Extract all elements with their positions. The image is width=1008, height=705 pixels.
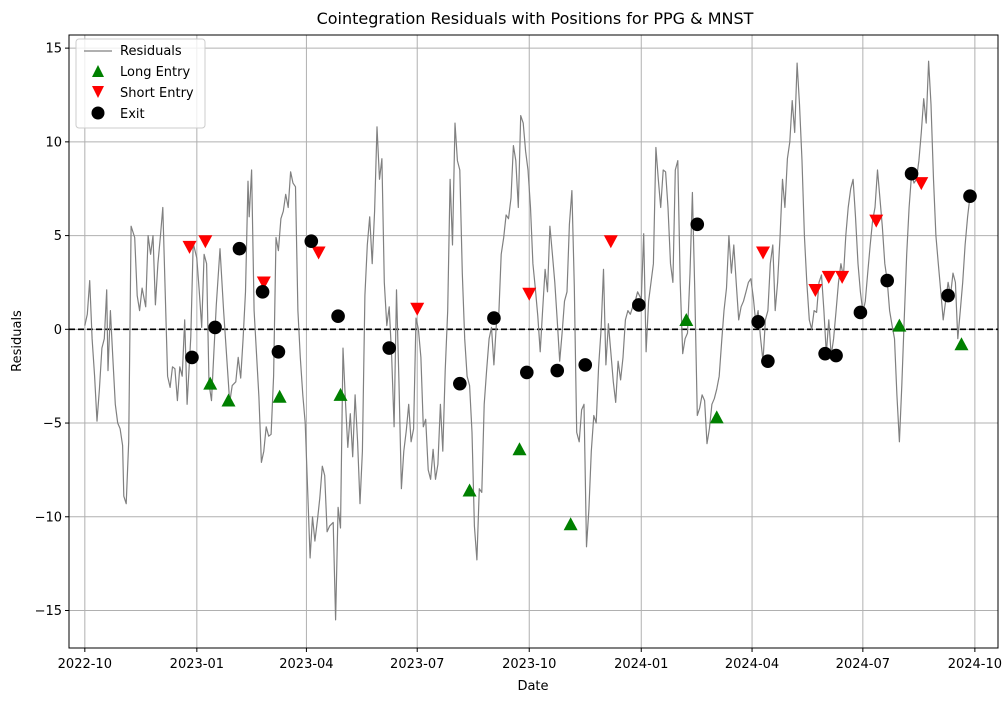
short-entry-marker (835, 270, 850, 284)
exit-marker (331, 309, 345, 323)
legend-short-entry-marker (92, 86, 104, 98)
long-entry-marker (462, 483, 477, 497)
y-axis-title: Residuals (10, 310, 25, 372)
exit-marker (904, 166, 919, 181)
exit-marker (853, 305, 868, 320)
exit-marker (963, 189, 977, 204)
residuals-line (84, 60, 971, 621)
x-tick-label: 2023-04 (279, 657, 333, 672)
long-entry-marker (892, 318, 907, 332)
residuals-series (84, 60, 971, 621)
short-entry-marker (198, 235, 213, 249)
long-entry-marker (709, 410, 724, 424)
long-entry-marker (203, 376, 218, 390)
exit-marker (208, 320, 222, 335)
x-tick-label: 2024-04 (725, 657, 779, 672)
exit-marker (255, 285, 270, 299)
short-entry-marker (914, 177, 929, 191)
long-entry-marker (272, 389, 287, 403)
x-tick-label: 2024-07 (836, 657, 890, 672)
legend: Residuals Long Entry Short Entry Exit (75, 38, 206, 129)
exit-marker (829, 348, 843, 363)
short-entry-marker (410, 302, 425, 316)
exit-marker (185, 350, 199, 365)
exit-marker (632, 298, 646, 312)
legend-exit-label: Exit (120, 107, 145, 122)
legend-long-entry-marker (92, 65, 104, 77)
exit-series (185, 166, 977, 391)
y-tick-label: −5 (43, 417, 62, 432)
exit-marker (690, 217, 705, 232)
exit-marker (304, 234, 319, 249)
long-entry-marker (679, 312, 694, 326)
y-tick-label: −10 (35, 510, 62, 525)
legend-short-entry-label: Short Entry (120, 86, 194, 101)
y-tick-label: −15 (35, 604, 62, 619)
long-entry-marker (221, 393, 236, 407)
short-entry-marker (821, 270, 836, 284)
x-axis: 2022-10 2023-01 2023-04 2023-07 2023-10 2024-… (58, 648, 1002, 672)
exit-marker (382, 341, 397, 355)
x-tick-label: 2024-10 (948, 657, 1002, 672)
short-entry-series (182, 177, 929, 316)
exit-marker (761, 354, 775, 368)
exit-marker (232, 241, 247, 256)
x-tick-label: 2024-01 (614, 657, 668, 672)
short-entry-marker (756, 246, 771, 260)
short-entry-marker (256, 276, 271, 290)
short-entry-marker (182, 240, 197, 254)
legend-box (75, 38, 206, 129)
legend-residuals-label: Residuals (120, 44, 182, 59)
exit-marker (941, 288, 955, 303)
exit-marker (487, 311, 501, 325)
y-tick-label: 5 (54, 229, 62, 244)
short-entry-marker (311, 246, 326, 260)
long-entry-marker (512, 442, 527, 456)
plot-area (69, 35, 998, 648)
y-tick-label: 10 (45, 135, 62, 150)
legend-long-entry-label: Long Entry (120, 65, 190, 80)
chart-title: Cointegration Residuals with Positions f… (317, 9, 754, 28)
exit-marker (751, 315, 765, 329)
exit-marker (550, 363, 565, 378)
short-entry-marker (869, 214, 884, 228)
long-entry-marker (333, 387, 348, 401)
legend-exit-marker (91, 106, 105, 120)
x-axis-title: Date (517, 679, 548, 694)
exit-marker (880, 273, 895, 288)
y-tick-label: 15 (45, 42, 62, 57)
y-tick-label: 0 (54, 323, 62, 338)
x-tick-label: 2023-01 (170, 657, 224, 672)
exit-marker (818, 346, 832, 361)
x-tick-label: 2023-10 (502, 657, 556, 672)
x-tick-label: 2022-10 (58, 657, 112, 672)
exit-marker (271, 345, 286, 359)
y-axis: −15 −10 −5 0 5 10 15 (35, 42, 69, 619)
long-entry-marker (954, 337, 969, 351)
x-tick-label: 2023-07 (390, 657, 444, 672)
grid (69, 35, 998, 648)
long-entry-series (203, 312, 969, 531)
exit-marker (453, 376, 467, 391)
plot-frame (68, 34, 999, 649)
short-entry-marker (522, 287, 537, 301)
short-entry-marker (603, 235, 618, 249)
long-entry-marker (563, 517, 578, 531)
exit-marker (520, 365, 534, 380)
exit-marker (578, 358, 593, 372)
short-entry-marker (808, 283, 823, 297)
